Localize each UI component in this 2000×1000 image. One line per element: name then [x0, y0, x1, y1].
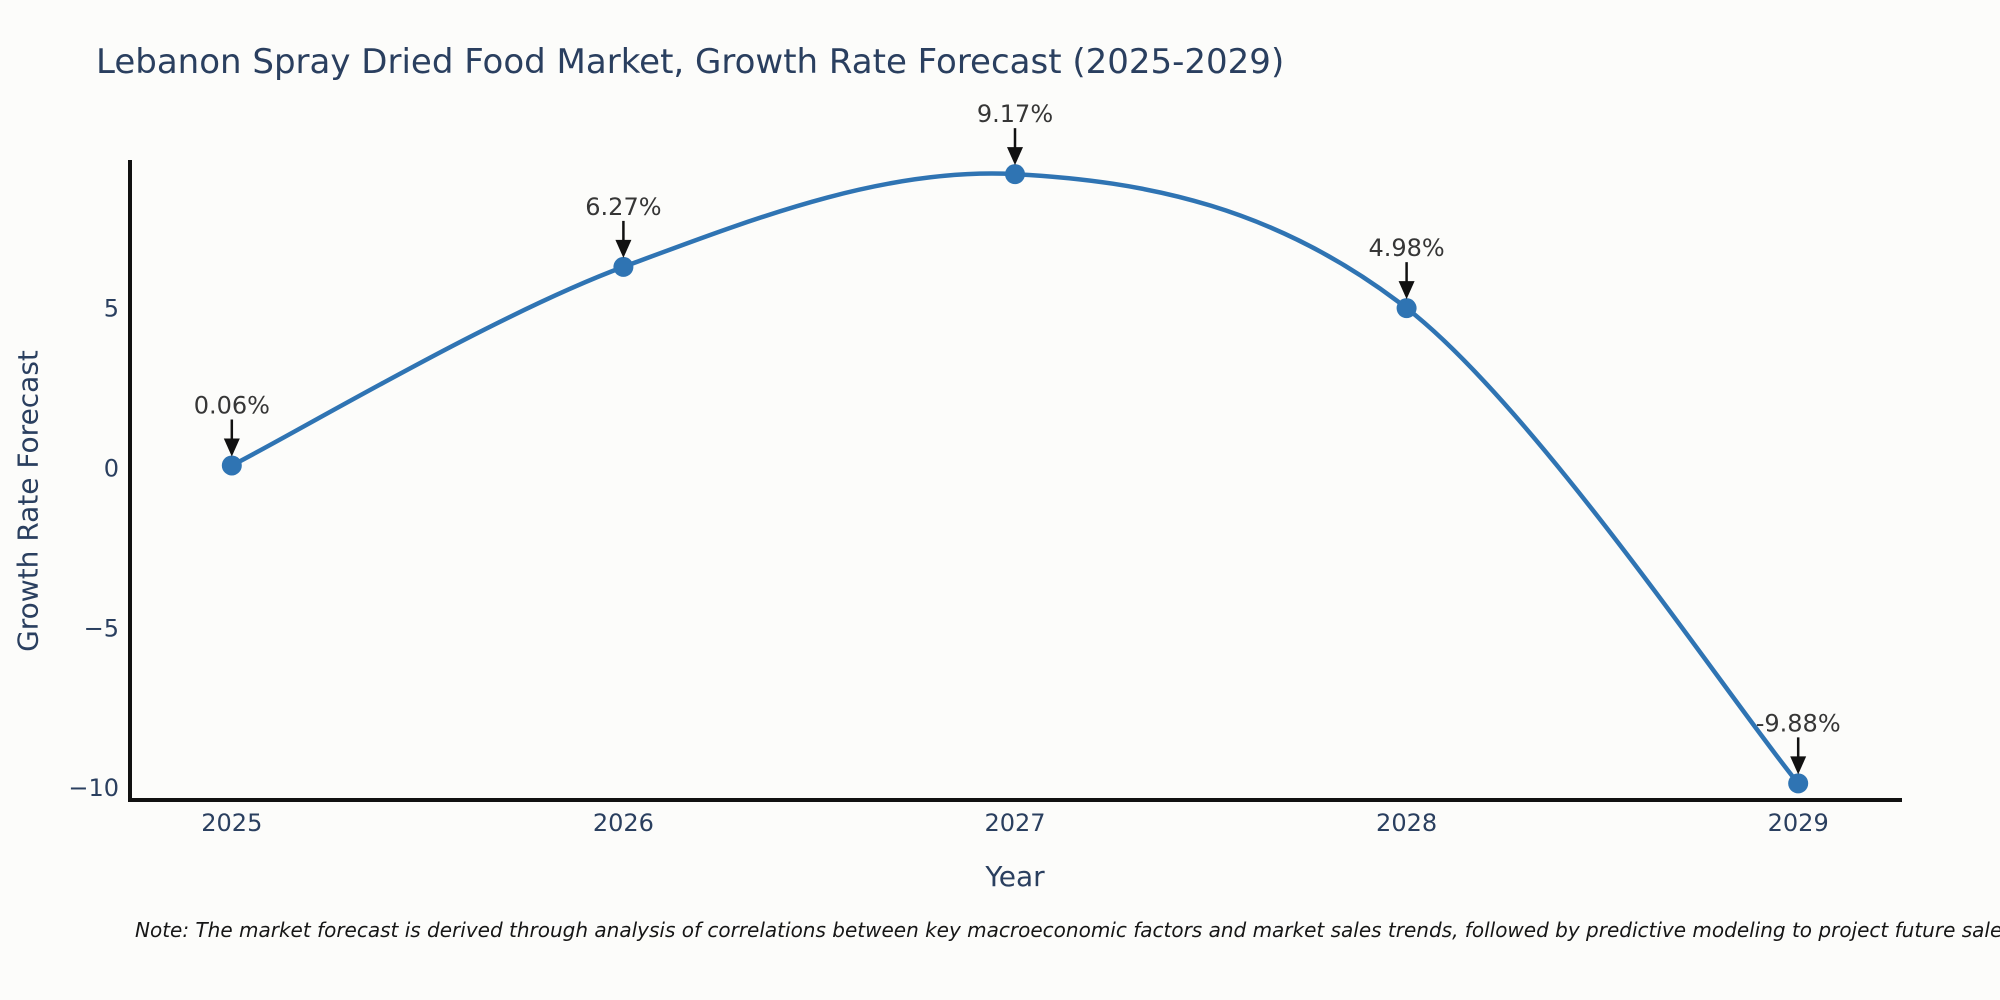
point-value-label: 9.17%: [977, 100, 1053, 128]
annotation-arrowhead-icon: [1007, 147, 1023, 166]
y-tick-label: −5: [84, 614, 119, 642]
point-value-label: 0.06%: [194, 391, 270, 419]
point-value-label: 4.98%: [1368, 234, 1444, 262]
annotation-arrowhead-icon: [223, 438, 240, 457]
x-tick-label: 2028: [1376, 809, 1437, 837]
data-point[interactable]: [613, 256, 634, 277]
y-tick-label: −10: [68, 774, 119, 802]
y-tick-label: 5: [104, 295, 119, 323]
x-tick-label: 2026: [593, 809, 654, 837]
x-axis-title: Year: [985, 860, 1045, 893]
axis-lines: [128, 160, 1902, 802]
annotation-arrowhead-icon: [1398, 281, 1415, 300]
forecast-line: [229, 171, 1801, 786]
data-point[interactable]: [1396, 298, 1417, 319]
y-tick-label: 0: [104, 454, 119, 482]
chart-title: Lebanon Spray Dried Food Market, Growth …: [96, 42, 1285, 82]
x-tick-label: 2027: [984, 809, 1045, 837]
point-value-label: -9.88%: [1756, 709, 1841, 737]
data-point[interactable]: [221, 455, 242, 476]
annotation-arrowhead-icon: [1790, 756, 1807, 775]
annotation-arrowhead-icon: [615, 239, 632, 258]
data-point[interactable]: [1005, 164, 1025, 185]
x-tick-label: 2025: [201, 809, 262, 837]
x-tick-label: 2029: [1768, 809, 1829, 837]
footnote: Note: The market forecast is derived thr…: [135, 918, 2000, 942]
data-point[interactable]: [1788, 773, 1809, 794]
point-value-label: 6.27%: [585, 193, 661, 221]
